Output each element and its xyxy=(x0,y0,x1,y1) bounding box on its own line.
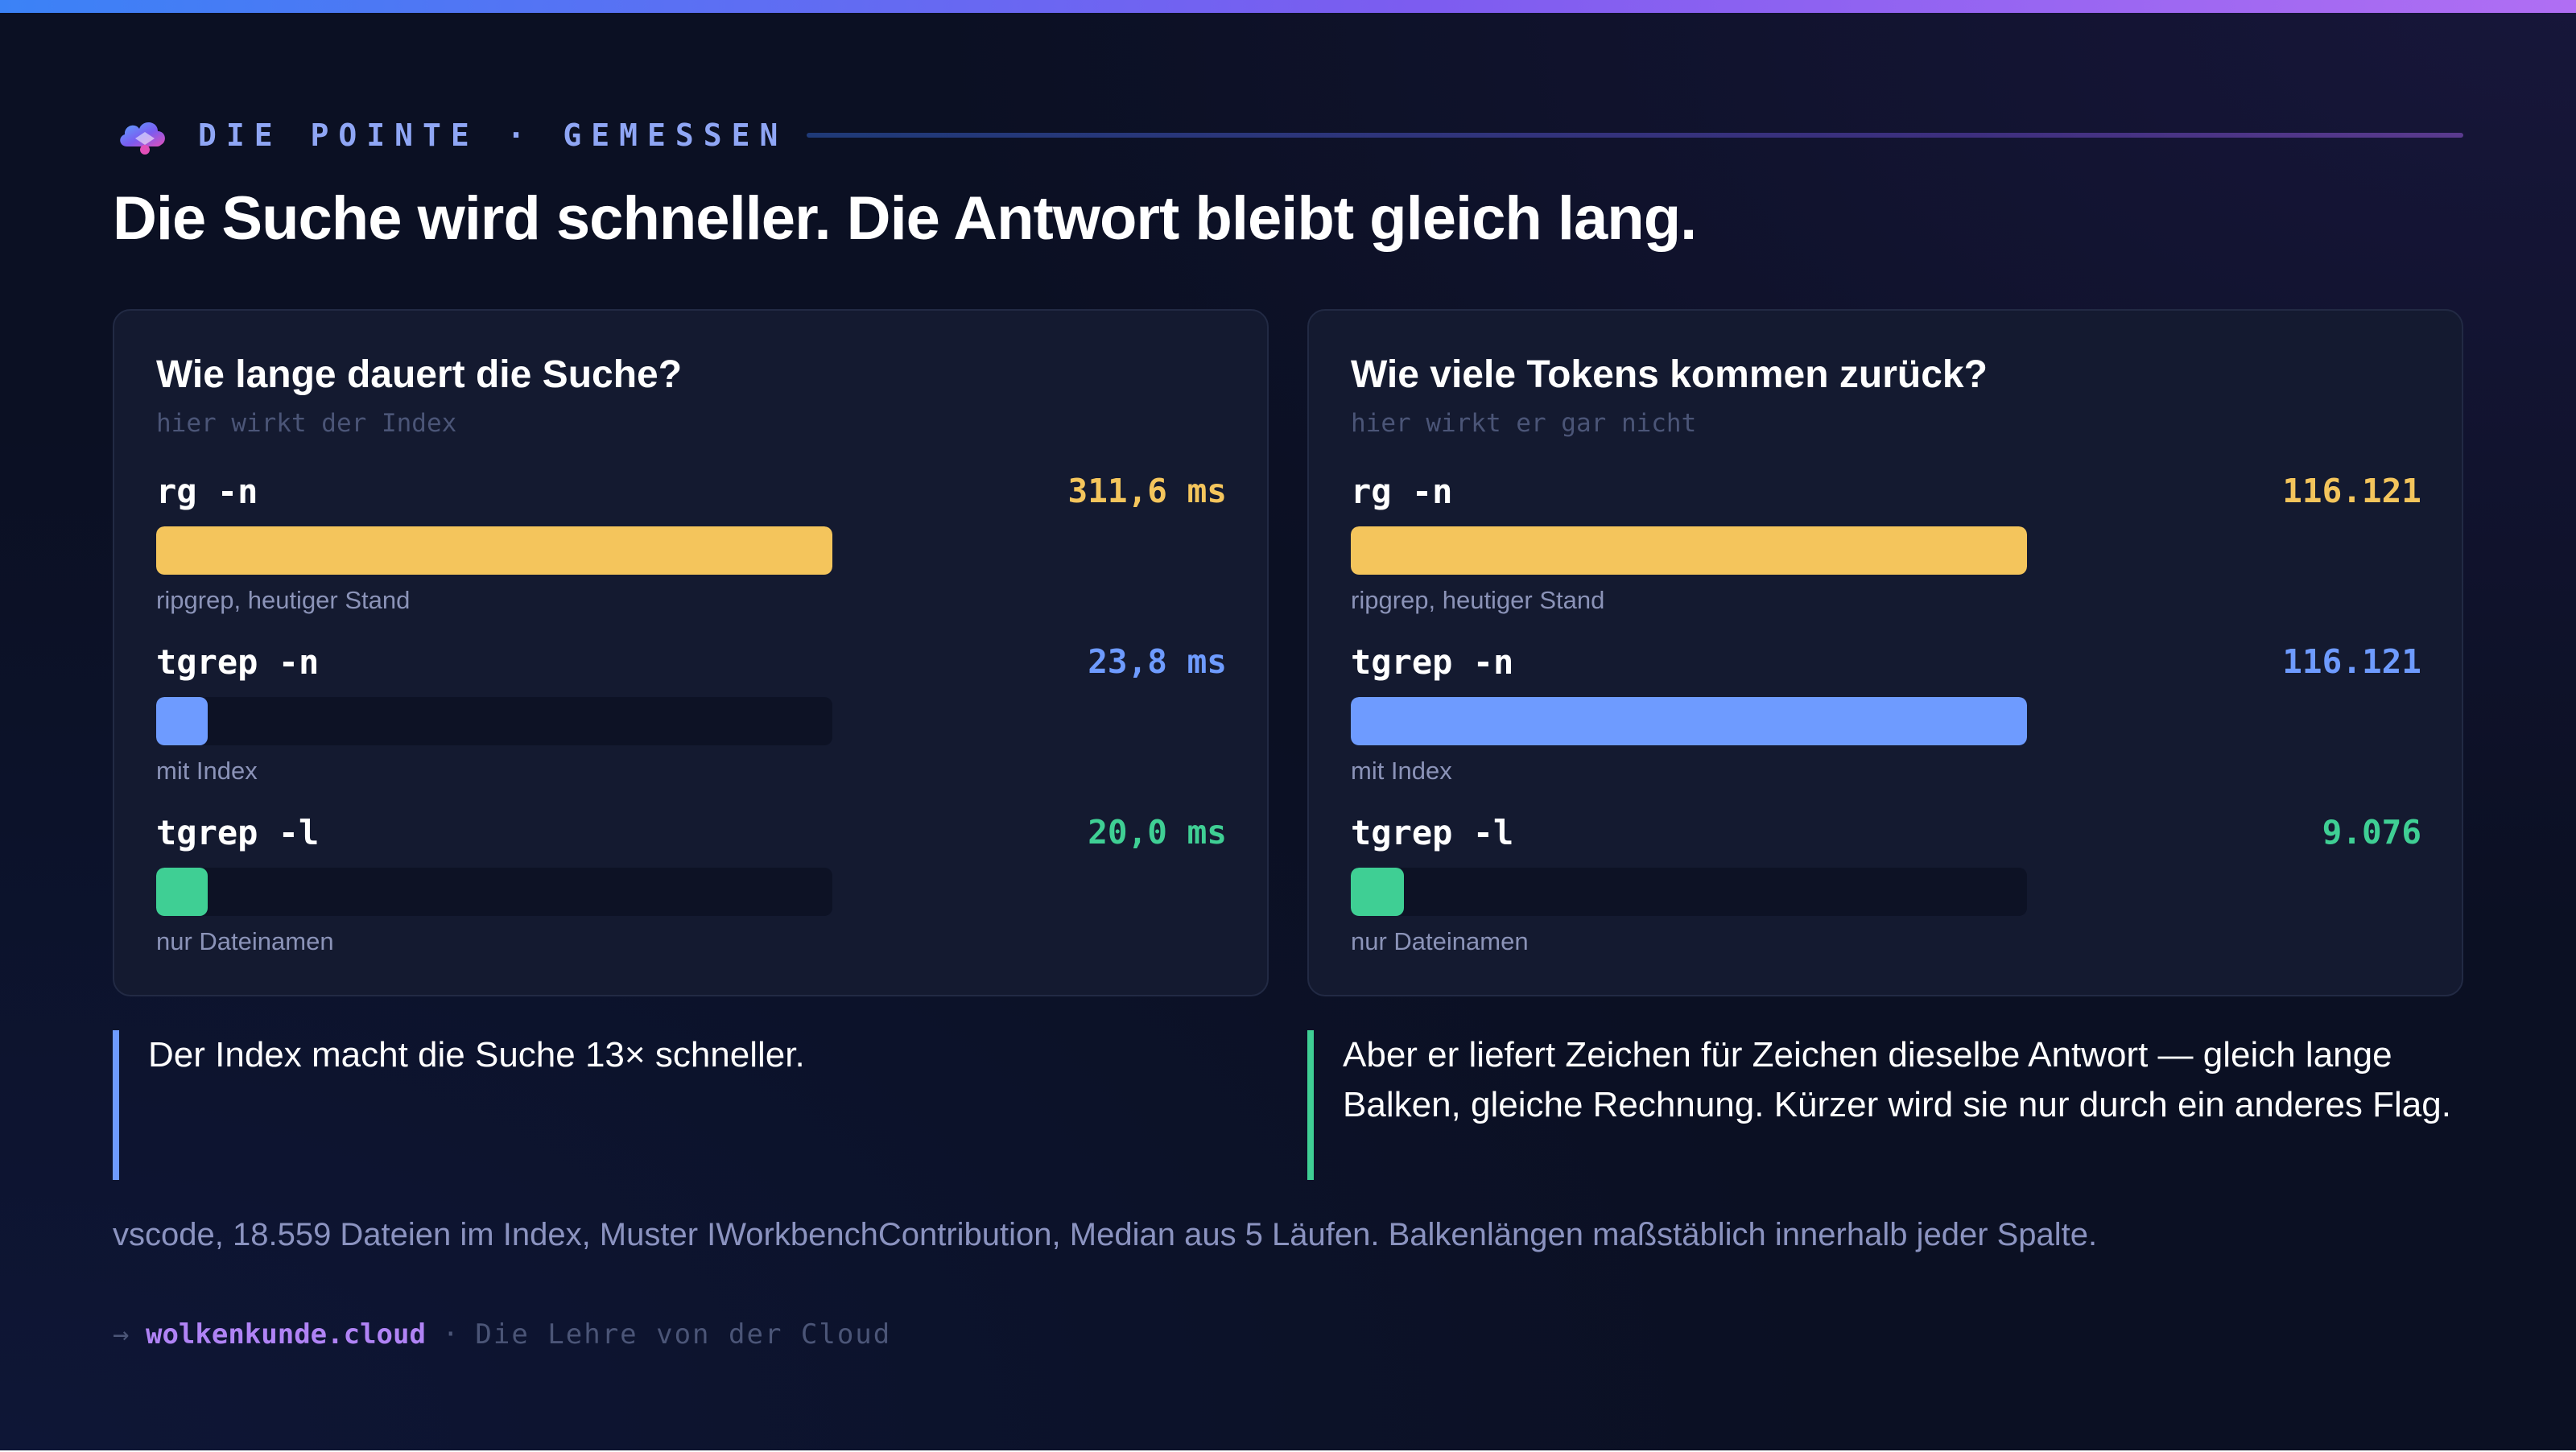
kicker-text: DIE POINTE · GEMESSEN xyxy=(198,118,788,153)
bar-track xyxy=(1351,697,2027,745)
bar-note: mit Index xyxy=(1351,757,1452,785)
footer-link[interactable]: wolkenkunde.cloud xyxy=(145,1318,426,1351)
caption: vscode, 18.559 Dateien im Index, Muster … xyxy=(113,1217,2098,1252)
bar xyxy=(156,697,208,745)
chart-panel-tokens: Wie viele Tokens kommen zurück? hier wir… xyxy=(1307,309,2463,996)
arrow-right-icon: → xyxy=(113,1318,130,1351)
kicker: DIE POINTE · GEMESSEN xyxy=(113,109,2463,161)
chart-title: Wie lange dauert die Suche? xyxy=(156,353,683,396)
bar-value-label: 311,6 ms xyxy=(1067,472,1227,510)
chart-subtitle: hier wirkt er gar nicht xyxy=(1351,409,1697,438)
page-title: Die Suche wird schneller. Die Antwort bl… xyxy=(113,184,1697,253)
bar-category-label: rg -n xyxy=(156,472,258,511)
bar-row: rg -n 311,6 ms ripgrep, heutiger Stand xyxy=(156,472,1227,633)
bar-track xyxy=(156,697,832,745)
footer: → wolkenkunde.cloud · Die Lehre von der … xyxy=(113,1318,891,1351)
bar-note: mit Index xyxy=(156,757,258,785)
bar-note: ripgrep, heutiger Stand xyxy=(156,586,411,614)
kicker-divider xyxy=(807,133,2463,138)
bar-category-label: tgrep -l xyxy=(1351,813,1514,852)
quote-left: Der Index macht die Suche 13× schneller. xyxy=(113,1030,1269,1180)
cloud-logo-icon xyxy=(120,122,165,155)
bar-value-label: 9.076 xyxy=(2322,813,2421,852)
bar-note: nur Dateinamen xyxy=(156,927,334,955)
bar-category-label: rg -n xyxy=(1351,472,1453,511)
bar-category-label: tgrep -l xyxy=(156,813,320,852)
bar-category-label: tgrep -n xyxy=(156,642,320,682)
bar-track xyxy=(156,868,832,916)
bar xyxy=(1351,697,2027,745)
bar xyxy=(156,868,208,916)
bar-track xyxy=(156,526,832,575)
bar-value-label: 116.121 xyxy=(2282,472,2421,510)
bar xyxy=(156,526,832,575)
bar-row: tgrep -n 23,8 ms mit Index xyxy=(156,642,1227,803)
bar-row: tgrep -l 20,0 ms nur Dateinamen xyxy=(156,813,1227,974)
quote-right: Aber er liefert Zeichen für Zeichen dies… xyxy=(1307,1030,2463,1180)
bar-row: rg -n 116.121 ripgrep, heutiger Stand xyxy=(1351,472,2421,633)
chart-panel-duration: Wie lange dauert die Suche? hier wirkt d… xyxy=(113,309,1269,996)
bar-note: nur Dateinamen xyxy=(1351,927,1529,955)
chart-subtitle: hier wirkt der Index xyxy=(156,409,457,438)
bar-row: tgrep -n 116.121 mit Index xyxy=(1351,642,2421,803)
bar-note: ripgrep, heutiger Stand xyxy=(1351,586,1605,614)
footer-tagline: Die Lehre von der Cloud xyxy=(475,1318,892,1351)
bar-category-label: tgrep -n xyxy=(1351,642,1514,682)
bar-value-label: 116.121 xyxy=(2282,642,2421,681)
bar-value-label: 23,8 ms xyxy=(1088,642,1227,681)
bar-track xyxy=(1351,868,2027,916)
bar-row: tgrep -l 9.076 nur Dateinamen xyxy=(1351,813,2421,974)
top-accent-bar xyxy=(0,0,2576,13)
bar xyxy=(1351,526,2027,575)
bar xyxy=(1351,868,1404,916)
bar-value-label: 20,0 ms xyxy=(1088,813,1227,852)
footer-separator: · xyxy=(442,1318,459,1351)
bar-track xyxy=(1351,526,2027,575)
chart-title: Wie viele Tokens kommen zurück? xyxy=(1351,353,1988,396)
bottom-edge xyxy=(0,1450,2576,1452)
